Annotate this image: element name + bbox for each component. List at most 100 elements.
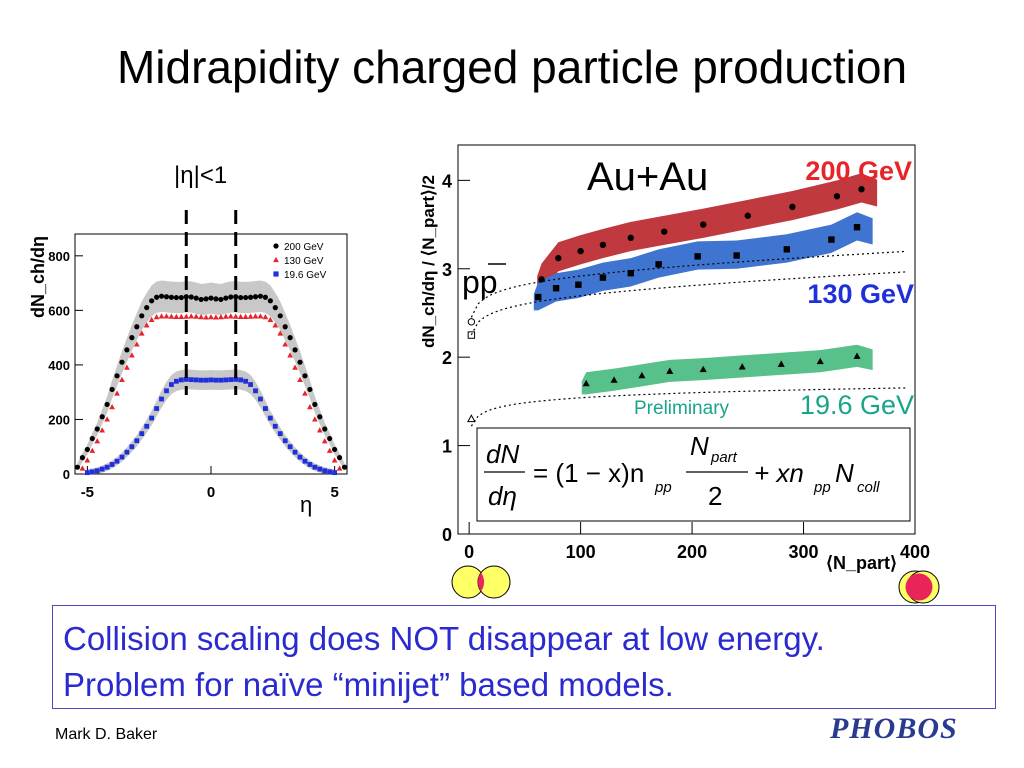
right-ytick-label: 1 — [442, 437, 452, 457]
right-point-0 — [661, 228, 668, 235]
left-point-0 — [198, 296, 204, 303]
left-point-1 — [104, 416, 111, 422]
left-legend-marker — [273, 243, 279, 249]
formula-rhs3-sub: coll — [857, 479, 880, 496]
left-point-2 — [183, 376, 189, 382]
left-point-2 — [267, 415, 273, 421]
left-point-2 — [104, 464, 110, 470]
left-point-2 — [302, 458, 308, 464]
right-point-1 — [535, 293, 542, 301]
right-band-0 — [537, 173, 878, 293]
left-point-1 — [84, 457, 91, 463]
right-point-0 — [744, 212, 752, 219]
left-point-0 — [252, 294, 259, 300]
right-point-2 — [582, 379, 590, 387]
left-point-1 — [277, 330, 284, 336]
left-point-1 — [198, 314, 204, 320]
conclusion-box: Collision scaling does NOT disappear at … — [52, 605, 996, 709]
left-point-0 — [336, 455, 343, 461]
left-point-0 — [79, 455, 86, 461]
left-point-1 — [311, 416, 318, 422]
right-label-19: 19.6 GeV — [800, 390, 914, 420]
right-point-1 — [733, 252, 740, 259]
formula-box — [476, 427, 911, 522]
left-point-1 — [227, 313, 234, 319]
right-point-1 — [599, 274, 607, 281]
left-point-1 — [183, 313, 190, 319]
left-point-2 — [287, 444, 293, 450]
left-point-1 — [99, 427, 106, 433]
left-point-0 — [332, 446, 338, 453]
left-point-2 — [332, 470, 338, 476]
left-point-1 — [307, 404, 313, 410]
left-point-1 — [129, 352, 135, 358]
left-point-1 — [321, 438, 328, 444]
left-point-1 — [242, 313, 249, 319]
left-point-2 — [159, 396, 164, 402]
left-point-1 — [213, 314, 219, 320]
left-point-2 — [228, 377, 234, 383]
right-fit-curve-2 — [470, 387, 907, 427]
left-xtick-label: -5 — [81, 484, 94, 501]
page-title: Midrapidity charged particle production — [116, 41, 908, 93]
right-point-2 — [666, 367, 674, 374]
left-legend-marker — [273, 256, 279, 263]
left-point-1 — [114, 390, 120, 396]
left-legend-label: 130 GeV — [284, 256, 324, 267]
left-point-2 — [198, 377, 204, 383]
left-point-0 — [114, 373, 120, 379]
left-point-2 — [89, 469, 95, 475]
conclusion-line-2: Problem for naïve “minijet” based models… — [63, 666, 674, 703]
left-point-1 — [262, 314, 269, 320]
right-band-2 — [581, 344, 873, 395]
left-point-1 — [287, 352, 293, 358]
left-point-2 — [109, 462, 115, 467]
left-point-2 — [178, 377, 184, 383]
right-chart: 0 1 2 3 4 0 100 200 300 400⟨N_part⟩ dN_ch/dη / ⟨N_… — [419, 144, 940, 604]
left-point-2 — [99, 466, 105, 472]
left-ytick-label: 800 — [48, 249, 70, 264]
left-point-0 — [94, 426, 100, 432]
left-point-0 — [312, 401, 318, 408]
left-point-0 — [89, 435, 95, 442]
right-xtick-label: 400 — [900, 542, 930, 562]
right-point-2 — [777, 360, 785, 367]
right-system-label: Au+Au — [587, 155, 708, 199]
left-ytick-label: 400 — [48, 358, 70, 373]
formula-frac-num: N — [690, 431, 709, 461]
left-point-0 — [262, 294, 268, 300]
left-ytick-label: 200 — [48, 412, 70, 427]
left-point-0 — [213, 296, 219, 302]
right-point-2 — [853, 352, 861, 359]
left-point-0 — [257, 293, 264, 299]
left-point-0 — [154, 294, 160, 300]
left-point-2 — [297, 454, 303, 460]
left-point-2 — [139, 431, 145, 437]
left-point-2 — [282, 438, 288, 444]
formula-rhs3: N — [835, 458, 854, 488]
right-label-200: 200 GeV — [805, 156, 912, 186]
right-point-0 — [555, 254, 562, 262]
left-point-1 — [232, 313, 239, 319]
left-point-1 — [297, 376, 303, 382]
left-point-0 — [84, 446, 90, 453]
left-point-1 — [237, 313, 244, 319]
left-point-1 — [326, 447, 333, 453]
left-point-0 — [238, 294, 244, 301]
left-point-0 — [188, 294, 194, 300]
right-ylabel: dN_ch/dη / ⟨N_part⟩/2 — [419, 175, 438, 348]
left-ytick-label: 600 — [48, 303, 70, 318]
right-point-0 — [538, 276, 545, 283]
right-plot-frame — [457, 144, 916, 535]
left-point-1 — [292, 364, 298, 370]
left-point-1 — [143, 322, 150, 328]
formula-rhs2: + xn — [754, 458, 804, 488]
left-point-0 — [134, 324, 140, 330]
left-point-2 — [243, 378, 249, 384]
left-xtick-label: 0 — [207, 484, 215, 501]
right-point-1 — [694, 253, 701, 260]
left-point-0 — [163, 294, 170, 300]
right-point-2 — [738, 363, 746, 370]
left-point-1 — [158, 313, 165, 319]
right-xlabel: ⟨N_part⟩ — [826, 553, 897, 573]
